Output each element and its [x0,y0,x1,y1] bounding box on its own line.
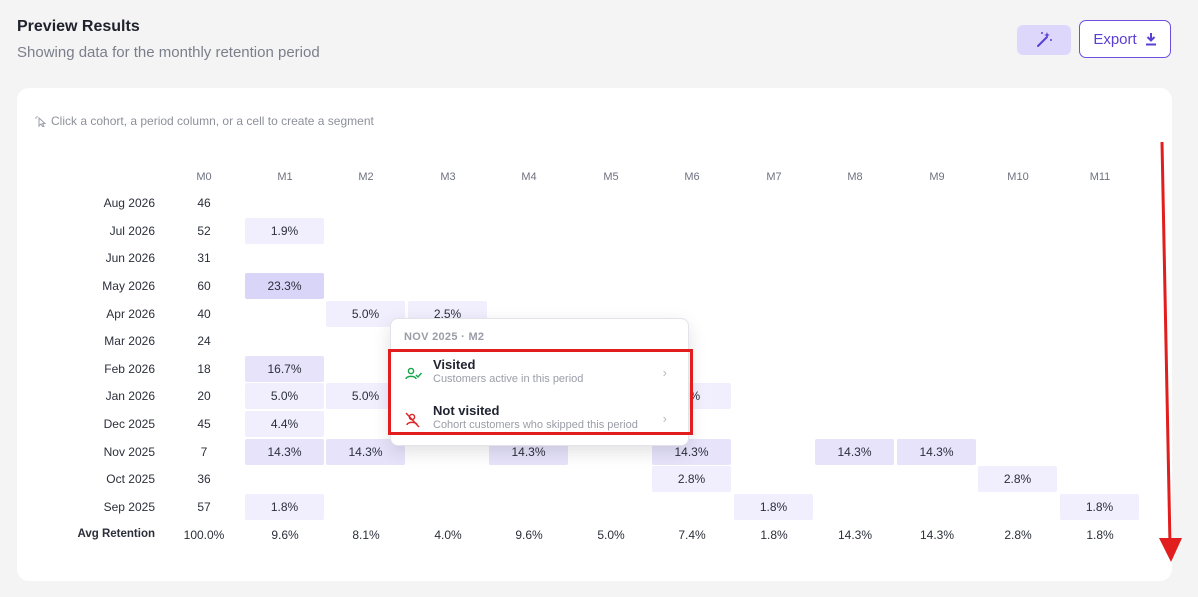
pointer-click-icon [35,116,46,127]
cohort-size[interactable]: 36 [197,472,211,486]
cohort-size[interactable]: 40 [197,307,211,321]
avg-retention-value: 1.8% [1086,528,1114,542]
avg-retention-value: 9.6% [515,528,543,542]
avg-retention-value: 9.6% [271,528,299,542]
cohort-label[interactable]: Jan 2026 [105,389,155,403]
user-check-icon [405,367,423,380]
avg-retention-value: 100.0% [183,528,225,542]
cohort-label[interactable]: Mar 2026 [104,334,155,348]
avg-retention-label: Avg Retention [77,528,155,540]
cohort-size[interactable]: 45 [197,417,211,431]
retention-cell[interactable]: 16.7% [245,356,324,382]
retention-cell[interactable]: 14.3% [652,439,731,465]
column-header-m1[interactable]: M1 [277,171,293,183]
visited-option[interactable]: Visited Customers active in this period … [403,357,673,397]
hint-text: Click a cohort, a period column, or a ce… [51,114,374,128]
page-subtitle: Showing data for the monthly retention p… [17,44,320,61]
avg-retention-value: 2.8% [1004,528,1032,542]
retention-cell[interactable]: 1.8% [1060,494,1139,520]
avg-retention-value: 5.0% [597,528,625,542]
chevron-right-icon: › [662,411,667,426]
column-header-m0[interactable]: M0 [196,171,212,183]
export-label: Export [1093,30,1137,48]
not-visited-label: Not visited [433,403,500,418]
avg-retention-value: 14.3% [919,528,955,542]
retention-cell[interactable]: 1.9% [245,218,324,244]
column-header-m5[interactable]: M5 [603,171,619,183]
cohort-label[interactable]: Dec 2025 [103,417,155,431]
cohort-label[interactable]: Aug 2026 [103,196,155,210]
cohort-size[interactable]: 24 [197,334,211,348]
segment-hint: Click a cohort, a period column, or a ce… [34,114,374,128]
visited-desc: Customers active in this period [433,373,584,385]
magic-wand-icon [1037,32,1052,47]
cohort-label[interactable]: Oct 2025 [106,472,155,486]
retention-cell[interactable]: 14.3% [815,439,894,465]
column-header-m11[interactable]: M11 [1089,171,1111,183]
annotation-highlight-box [388,349,693,435]
avg-retention-value: 1.8% [760,528,788,542]
retention-cell[interactable]: 14.3% [897,439,976,465]
retention-cell[interactable]: 1.8% [734,494,813,520]
cohort-size[interactable]: 46 [197,196,211,210]
cohort-size[interactable]: 60 [197,279,211,293]
avg-retention-value: 7.4% [678,528,706,542]
cohort-label[interactable]: Apr 2026 [106,307,155,321]
magic-wand-button[interactable] [1017,25,1071,55]
column-header-m2[interactable]: M2 [358,171,374,183]
cohort-label[interactable]: Sep 2025 [103,500,155,514]
column-header-m4[interactable]: M4 [521,171,537,183]
cohort-size[interactable]: 52 [197,224,211,238]
retention-cell[interactable]: 14.3% [245,439,324,465]
cohort-label[interactable]: Nov 2025 [103,445,155,459]
retention-cell[interactable]: 5.0% [245,383,324,409]
cohort-size[interactable]: 7 [200,445,208,459]
export-button[interactable]: Export [1079,20,1171,58]
column-header-m3[interactable]: M3 [440,171,456,183]
cohort-size[interactable]: 31 [197,251,211,265]
column-header-m7[interactable]: M7 [766,171,782,183]
not-visited-desc: Cohort customers who skipped this period [433,419,638,431]
cohort-size[interactable]: 20 [197,389,211,403]
chevron-right-icon: › [662,365,667,380]
annotation-scroll-arrow [1159,141,1182,562]
retention-cell[interactable]: 2.8% [652,466,731,492]
user-off-icon [405,412,420,428]
column-header-m9[interactable]: M9 [929,171,945,183]
avg-retention-value: 4.0% [434,528,462,542]
segment-popup: NOV 2025 · M2 Visited Customers active i… [390,318,689,446]
cohort-size[interactable]: 18 [197,362,211,376]
column-header-m10[interactable]: M10 [1007,171,1029,183]
retention-cell[interactable]: 1.8% [245,494,324,520]
column-header-m8[interactable]: M8 [847,171,863,183]
retention-cell[interactable]: 2.8% [978,466,1057,492]
column-header-m6[interactable]: M6 [684,171,700,183]
cohort-label[interactable]: Jul 2026 [109,224,155,238]
avg-retention-value: 8.1% [352,528,380,542]
not-visited-option[interactable]: Not visited Cohort customers who skipped… [403,403,673,443]
visited-label: Visited [433,357,476,372]
cohort-label[interactable]: May 2026 [102,279,155,293]
page-title: Preview Results [17,18,140,35]
retention-cell[interactable]: 4.4% [245,411,324,437]
cohort-label[interactable]: Feb 2026 [104,362,155,376]
avg-retention-value: 14.3% [837,528,873,542]
popup-title: NOV 2025 · M2 [404,331,485,343]
cohort-label[interactable]: Jun 2026 [105,251,155,265]
cohort-size[interactable]: 57 [197,500,211,514]
retention-cell[interactable]: 23.3% [245,273,324,299]
download-icon [1145,33,1156,46]
